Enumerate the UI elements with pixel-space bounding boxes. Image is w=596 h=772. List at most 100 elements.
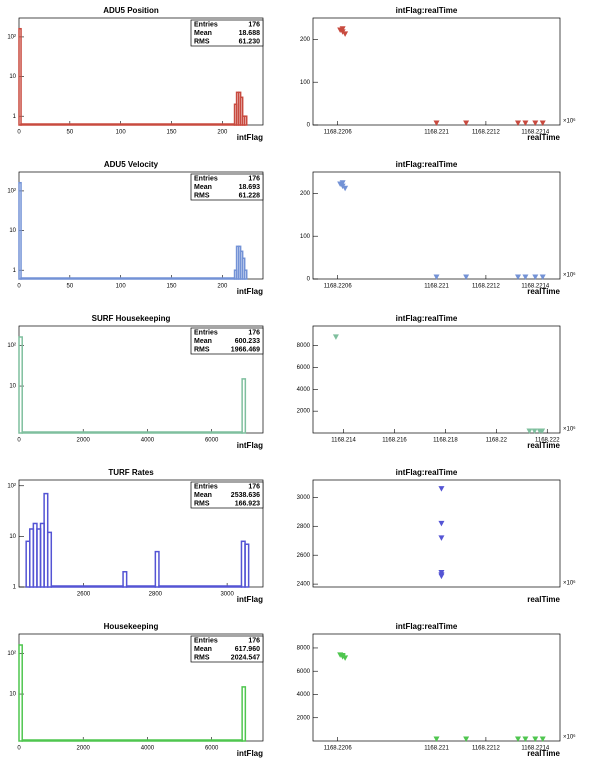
histogram-bar	[18, 336, 23, 434]
x-tick-label: 1168.214	[331, 438, 356, 444]
histogram-bar	[244, 543, 250, 588]
stats-value: 176	[248, 175, 260, 182]
y-tick-label: 10	[9, 228, 16, 234]
stats-label: Entries	[194, 637, 218, 644]
y-tick-label: 6000	[297, 365, 311, 371]
stats-value: 2024.547	[231, 654, 260, 661]
y-tick-label: 0	[307, 123, 311, 129]
y-tick-label: 10²	[7, 343, 16, 349]
histogram-bar	[20, 123, 236, 126]
y-tick-label: 0	[307, 277, 311, 283]
y-tick-label: 10	[9, 534, 16, 540]
stats-value: 2538.636	[231, 492, 260, 499]
histogram-bar	[18, 181, 22, 280]
stats-value: 166.923	[235, 500, 260, 507]
y-tick-label: 2000	[297, 715, 311, 721]
stats-label: Entries	[194, 329, 218, 336]
y-tick-label: 2600	[297, 553, 311, 559]
scatter-point	[438, 535, 445, 541]
x-tick-label: 150	[166, 130, 177, 136]
x-axis-label: realTime	[527, 749, 560, 758]
chart-title: intFlag:realTime	[396, 314, 458, 323]
x-axis-label: intFlag	[237, 133, 263, 142]
scatter-point	[463, 736, 470, 742]
x-tick-label: 1168.22	[486, 438, 508, 444]
x-tick-label: 1168.2212	[472, 284, 501, 290]
histogram-bar	[21, 431, 243, 434]
stats-value: 176	[248, 637, 260, 644]
scatter-point	[532, 736, 539, 742]
x-exponent: ×10⁶	[563, 118, 576, 125]
chart-title: TURF Rates	[108, 468, 154, 477]
y-tick-label: 1	[13, 114, 17, 120]
x-axis-label: realTime	[527, 133, 560, 142]
x-tick-label: 50	[66, 284, 73, 290]
scatter-point	[342, 185, 349, 192]
scatter-point	[515, 274, 522, 280]
x-tick-label: 1168.221	[424, 284, 449, 290]
x-tick-label: 0	[17, 438, 21, 444]
y-tick-label: 2400	[297, 582, 311, 588]
chart-title: ADU5 Velocity	[104, 160, 159, 169]
x-axis-label: intFlag	[237, 287, 263, 296]
x-tick-label: 0	[17, 130, 21, 136]
y-tick-label: 1	[13, 268, 17, 274]
x-tick-label: 1168.2212	[472, 130, 501, 136]
scatter-point	[532, 274, 539, 280]
x-exponent: ×10⁶	[563, 734, 576, 741]
x-tick-label: 100	[116, 284, 127, 290]
y-tick-label: 8000	[297, 343, 311, 349]
x-exponent: ×10⁶	[563, 426, 576, 433]
stats-box	[190, 173, 264, 201]
y-tick-label: 4000	[297, 692, 311, 698]
histogram-bar	[18, 27, 22, 126]
scatter-point	[433, 736, 440, 742]
x-axis-label: intFlag	[237, 595, 263, 604]
y-tick-label: 2800	[297, 524, 311, 530]
chart-title: ADU5 Position	[103, 6, 159, 15]
y-tick-label: 10²	[7, 188, 16, 194]
stats-box	[190, 481, 264, 509]
stats-label: Entries	[194, 21, 218, 28]
x-tick-label: 1168.2212	[472, 746, 501, 752]
stats-value: 61.230	[239, 38, 261, 45]
stats-value: 61.228	[239, 192, 261, 199]
x-tick-label: 6000	[205, 438, 219, 444]
stats-label: Mean	[194, 492, 212, 499]
stats-box	[190, 635, 264, 663]
y-tick-label: 8000	[297, 646, 311, 652]
scatter-point	[539, 274, 546, 280]
x-tick-label: 1168.2206	[324, 284, 353, 290]
x-axis-label: realTime	[527, 595, 560, 604]
chart-title: intFlag:realTime	[396, 6, 458, 15]
stats-label: Mean	[194, 184, 212, 191]
chart-title: intFlag:realTime	[396, 160, 458, 169]
histogram-bar	[18, 644, 23, 742]
histogram-bar	[241, 257, 246, 280]
x-tick-label: 4000	[141, 438, 155, 444]
scatter-point	[532, 120, 539, 126]
x-tick-label: 50	[66, 130, 73, 136]
scatter-point	[438, 486, 445, 492]
x-tick-label: 2000	[77, 746, 91, 752]
y-tick-label: 10²	[7, 483, 16, 489]
x-axis-label: intFlag	[237, 441, 263, 450]
histogram-bar	[241, 378, 247, 434]
scatter-point	[539, 736, 546, 742]
x-tick-label: 1168.2214	[521, 746, 550, 752]
stats-label: Mean	[194, 338, 212, 345]
scatter-point	[539, 120, 546, 126]
x-tick-label: 2800	[149, 592, 163, 598]
x-exponent: ×10⁶	[563, 580, 576, 587]
x-tick-label: 3000	[220, 592, 234, 598]
x-tick-label: 1168.2214	[521, 284, 550, 290]
scatter-point	[339, 26, 346, 32]
scatter-point	[515, 120, 522, 126]
scatter-point	[515, 736, 522, 742]
x-tick-label: 200	[217, 130, 228, 136]
scatter-point	[438, 520, 445, 527]
x-tick-label: 150	[166, 284, 177, 290]
histogram-bar	[46, 531, 53, 588]
x-axis-label: realTime	[527, 287, 560, 296]
